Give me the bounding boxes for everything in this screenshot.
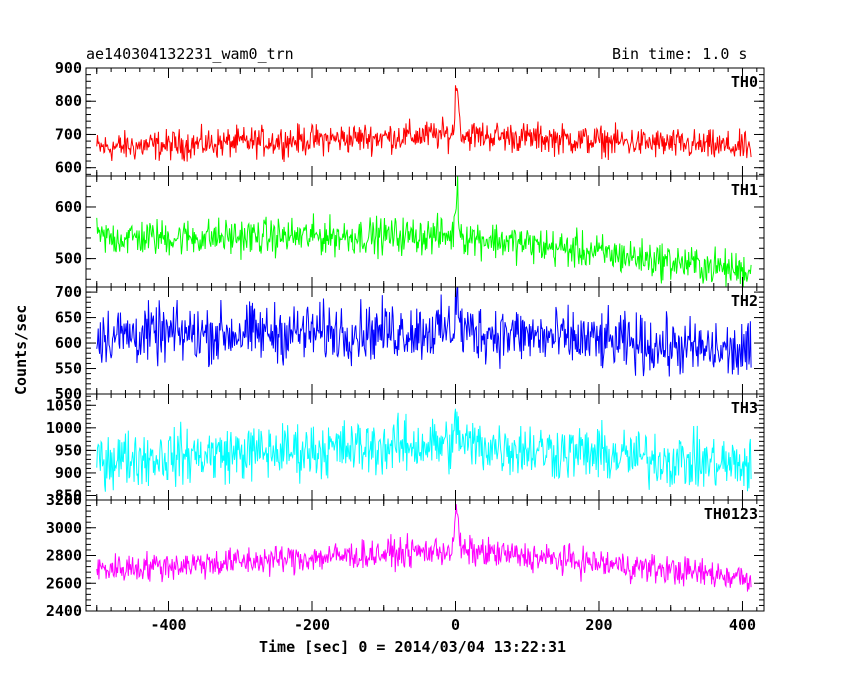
series-line-th0 (96, 85, 752, 163)
y-tick-label: 600 (55, 159, 82, 177)
x-tick-label: 200 (585, 616, 612, 634)
series-line-th3 (96, 408, 752, 492)
panel-label-th2: TH2 (731, 292, 758, 310)
y-tick-label: 650 (55, 309, 82, 327)
y-tick-label: 800 (55, 92, 82, 110)
x-tick-label: 0 (451, 616, 460, 634)
chart-title: ae140304132231_wam0_trn (86, 45, 294, 63)
panel-label-th3: TH3 (731, 399, 758, 417)
panel-label-th1: TH1 (731, 181, 758, 199)
x-axis-label: Time [sec] 0 = 2014/03/04 13:22:31 (259, 638, 567, 656)
y-tick-label: 1050 (46, 396, 82, 414)
y-tick-label: 550 (55, 360, 82, 378)
y-tick-label: 3200 (46, 491, 82, 509)
x-tick-label: -200 (294, 616, 330, 634)
y-tick-label: 850 (55, 486, 82, 504)
panel-label-th0: TH0 (731, 73, 758, 91)
y-tick-label: 2800 (46, 547, 82, 565)
bin-time-label: Bin time: 1.0 s (612, 45, 748, 63)
y-tick-label: 700 (55, 283, 82, 301)
y-tick-label: 600 (55, 334, 82, 352)
y-tick-label: 2400 (46, 602, 82, 620)
series-line-th1 (96, 176, 752, 287)
x-tick-label: -400 (150, 616, 186, 634)
y-tick-label: 1000 (46, 419, 82, 437)
series-line-th0123 (96, 504, 752, 592)
y-tick-label: 900 (55, 464, 82, 482)
panel-label-th0123: TH0123 (704, 505, 758, 523)
y-tick-label: 500 (55, 385, 82, 403)
x-tick-label: 400 (729, 616, 756, 634)
y-tick-label: 500 (55, 250, 82, 268)
y-tick-label: 2600 (46, 574, 82, 592)
y-tick-label: 3000 (46, 519, 82, 537)
y-tick-label: 600 (55, 198, 82, 216)
y-tick-label: 700 (55, 125, 82, 143)
series-line-th2 (96, 287, 752, 377)
y-tick-label: 950 (55, 441, 82, 459)
y-tick-label: 900 (55, 59, 82, 77)
